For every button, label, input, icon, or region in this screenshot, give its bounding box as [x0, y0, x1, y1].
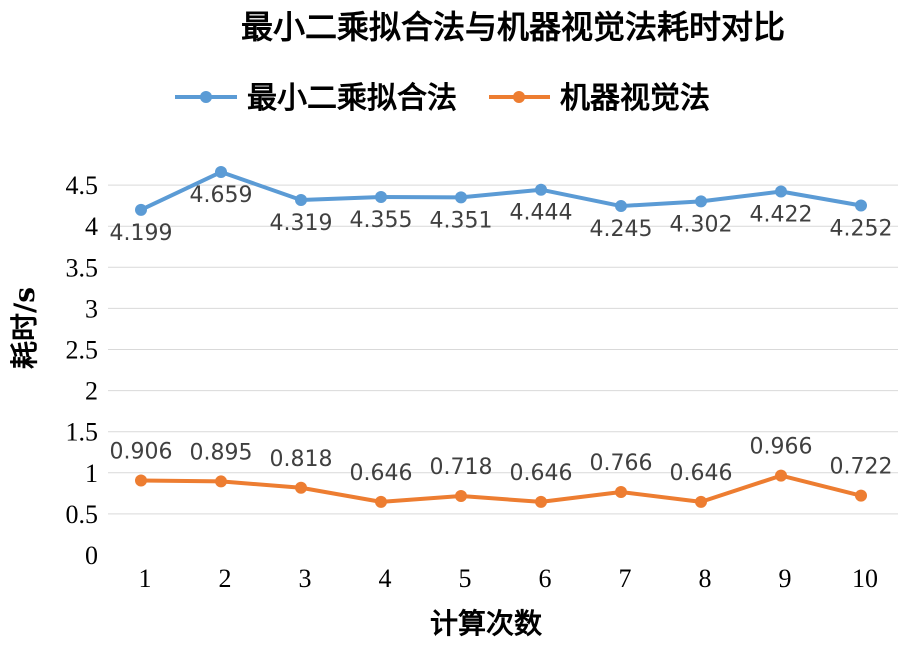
series-2: 0.906 0.895 0.818 0.646 0.718 0.646 0.766 0.646…: [110, 435, 893, 508]
data-point[interactable]: [695, 195, 707, 208]
data-point[interactable]: [855, 199, 867, 212]
data-point[interactable]: [695, 495, 707, 508]
data-point[interactable]: [535, 495, 547, 508]
legend-item-series-1[interactable]: 最小二乘拟合法: [175, 81, 457, 116]
data-label: 4.319: [270, 211, 333, 236]
y-tick-label: 3.5: [66, 253, 99, 282]
data-point[interactable]: [375, 495, 387, 508]
legend-item-series-2[interactable]: 机器视觉法: [489, 81, 710, 116]
y-tick-label: 0.5: [66, 500, 99, 529]
x-tick-label: 1: [139, 564, 152, 593]
data-label: 0.766: [590, 451, 653, 476]
data-label: 0.895: [190, 440, 253, 465]
y-axis-title: 耗时/s: [8, 287, 41, 369]
data-label: 0.646: [510, 461, 573, 486]
data-point[interactable]: [455, 191, 467, 204]
data-point[interactable]: [535, 183, 547, 196]
x-tick-label: 10: [852, 564, 878, 593]
x-tick-label: 7: [619, 564, 632, 593]
grid-lines: [108, 184, 898, 515]
legend-label-series-2: 机器视觉法: [560, 81, 710, 116]
data-point[interactable]: [295, 193, 307, 206]
data-label: 0.718: [430, 455, 493, 480]
y-tick-label: 4.5: [66, 171, 99, 200]
data-point[interactable]: [215, 475, 227, 488]
data-label: 4.351: [430, 208, 493, 233]
legend-marker-series-2: [513, 91, 525, 103]
legend: 最小二乘拟合法 机器视觉法: [175, 81, 710, 116]
data-label: 4.199: [110, 221, 173, 246]
data-point[interactable]: [215, 166, 227, 179]
x-tick-label: 8: [699, 564, 712, 593]
data-point[interactable]: [135, 474, 147, 487]
x-tick-label: 4: [379, 564, 392, 593]
data-label: 0.646: [670, 461, 733, 486]
data-point[interactable]: [455, 489, 467, 502]
x-tick-label: 9: [779, 564, 792, 593]
data-point[interactable]: [855, 489, 867, 502]
data-label: 0.966: [750, 435, 813, 460]
data-label: 4.444: [510, 201, 573, 226]
y-tick-label: 4: [85, 212, 98, 241]
series-1: 4.199 4.659 4.319 4.355 4.351 4.444 4.245 4.302…: [110, 166, 893, 246]
y-tick-label: 2: [85, 377, 98, 406]
x-axis-ticks: 1 2 3 4 5 6 7 8 9 10: [139, 564, 879, 593]
data-label: 0.646: [350, 461, 413, 486]
y-axis-ticks: 0 0.5 1 1.5 2 2.5 3 3.5 4 4.5: [66, 171, 99, 570]
series-line-1: [140, 170, 862, 212]
data-label: 4.659: [190, 183, 253, 208]
series-line-2: [140, 473, 862, 504]
data-label: 0.818: [270, 447, 333, 472]
data-point[interactable]: [775, 185, 787, 198]
data-label: 4.355: [350, 208, 413, 233]
x-tick-label: 6: [539, 564, 552, 593]
data-label: 4.302: [670, 212, 733, 237]
data-point[interactable]: [775, 469, 787, 482]
y-tick-label: 1: [85, 459, 98, 488]
data-point[interactable]: [375, 191, 387, 204]
data-label: 0.722: [830, 455, 893, 480]
y-tick-label: 0: [85, 541, 98, 570]
x-tick-label: 3: [299, 564, 312, 593]
data-label: 0.906: [110, 440, 173, 465]
chart-title: 最小二乘拟合法与机器视觉法耗时对比: [241, 8, 785, 46]
x-tick-label: 5: [459, 564, 472, 593]
y-tick-label: 3: [85, 294, 98, 323]
data-label: 4.422: [750, 203, 813, 228]
series-layer: 4.199 4.659 4.319 4.355 4.351 4.444 4.245 4.302…: [110, 166, 893, 508]
x-axis-title: 计算次数: [430, 607, 543, 640]
data-point[interactable]: [615, 200, 627, 213]
legend-marker-series-1: [200, 91, 212, 103]
data-point[interactable]: [295, 481, 307, 494]
data-point[interactable]: [135, 203, 147, 216]
data-label: 4.245: [590, 217, 653, 242]
y-tick-label: 2.5: [66, 336, 99, 365]
data-point[interactable]: [615, 486, 627, 499]
data-label: 4.252: [830, 216, 893, 241]
y-tick-label: 1.5: [66, 418, 99, 447]
x-tick-label: 2: [219, 564, 232, 593]
legend-label-series-1: 最小二乘拟合法: [247, 81, 457, 116]
